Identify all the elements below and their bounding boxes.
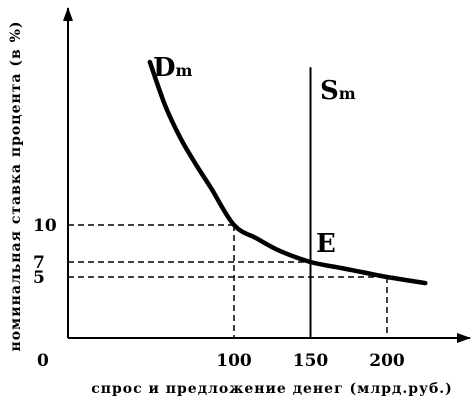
x-tick-label: 200: [369, 351, 405, 371]
origin-label: 0: [37, 351, 49, 371]
y-axis-title: номинальная ставка процента (в %): [8, 20, 24, 351]
y-tick-label: 7: [33, 253, 45, 273]
tick-labels: 100 150 200 10 75: [33, 216, 405, 371]
series-dm-label: Dm: [153, 53, 193, 83]
y-tick-label: 5: [33, 268, 45, 288]
series-layer: Dm Sm: [147, 53, 428, 339]
y-tick-label: 10: [33, 216, 57, 236]
series-dm-line: [147, 59, 428, 286]
x-tick-label: 150: [293, 351, 329, 371]
guide-lines: [68, 224, 388, 338]
series-sm-label: Sm: [320, 76, 356, 106]
x-axis-title: спрос и предложение денег (млрд.руб.): [91, 381, 453, 397]
equilibrium-label: E: [316, 229, 336, 259]
x-tick-label: 100: [216, 351, 252, 371]
